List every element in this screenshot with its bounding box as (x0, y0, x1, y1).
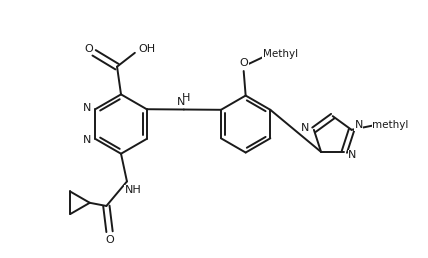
Text: O: O (84, 44, 93, 54)
Text: NH: NH (125, 185, 141, 195)
Text: OH: OH (138, 44, 155, 54)
Text: methyl: methyl (372, 120, 408, 130)
Text: O: O (105, 235, 114, 245)
Text: N: N (177, 97, 185, 107)
Text: O: O (239, 58, 248, 68)
Text: N: N (348, 150, 357, 160)
Text: Methyl: Methyl (263, 49, 298, 59)
Text: H: H (181, 93, 190, 103)
Text: N: N (83, 135, 91, 145)
Text: N: N (83, 103, 91, 113)
Text: N: N (354, 120, 363, 130)
Text: N: N (301, 123, 309, 133)
